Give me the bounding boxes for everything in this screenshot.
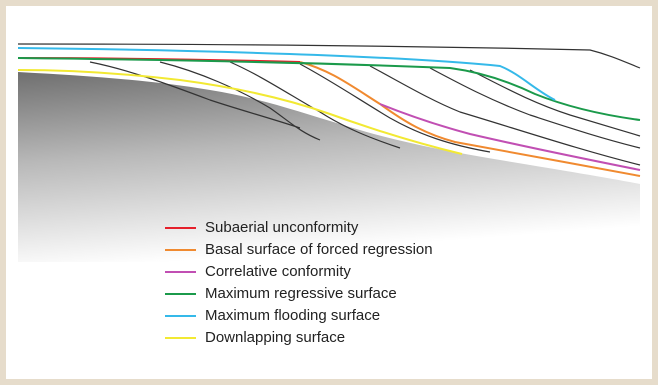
legend-label: Correlative conformity (205, 263, 351, 280)
page: Subaerial unconformity Basal surface of f… (0, 0, 658, 385)
legend-label: Maximum flooding surface (205, 307, 380, 324)
legend-label: Basal surface of forced regression (205, 241, 433, 258)
legend-label: Subaerial unconformity (205, 219, 359, 236)
diagram: Subaerial unconformity Basal surface of f… (0, 0, 658, 385)
legend-label: Maximum regressive surface (205, 285, 397, 302)
legend-label: Downlapping surface (205, 329, 345, 346)
